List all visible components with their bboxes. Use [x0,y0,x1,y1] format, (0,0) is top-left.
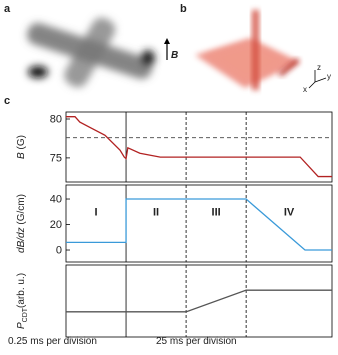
y-tick-label: 80 [50,114,62,126]
y-tick-label: 75 [50,152,62,164]
cloud-image [27,17,155,88]
label-part: P [16,322,27,329]
label-part: B [16,152,27,159]
y-axis-label: B (G) [16,135,27,159]
plot-frame [65,184,333,263]
label-part: (G) [16,135,27,149]
region-label: IV [284,207,295,219]
y-tick-label: 20 [50,219,62,231]
label-part: CDT [22,307,29,322]
label-part: (G/cm) [16,194,27,225]
panel-label: a [4,3,11,15]
axis-label: x [303,85,307,94]
label-part: (arb. u.) [16,273,27,308]
vortex-image [195,10,300,90]
plot-frame [65,264,333,338]
region-label: I [94,207,97,219]
panel-label: c [4,95,10,107]
label-part: dB/dz [16,227,27,253]
y-tick-label: 40 [50,194,62,206]
x-scale-label: 25 ms per division [156,336,237,347]
series-line [66,116,332,178]
y-axis-label: dB/dz (G/cm) [16,194,27,253]
field-arrow-head [164,38,170,44]
region-label: II [153,207,159,219]
axis-label: z [317,63,321,72]
x-scale-label: 0.25 ms per division [8,336,97,347]
plot-frame [65,111,333,183]
axis-label: y [327,72,331,81]
axes-triad [308,70,327,89]
region-label: III [212,207,221,219]
y-tick-label: 0 [56,245,62,257]
panel-label: b [180,3,187,15]
field-label: B [171,50,178,61]
series-line [66,198,332,251]
y-axis-label: PCDT(arb. u.) [16,273,29,329]
series-line [66,289,332,313]
